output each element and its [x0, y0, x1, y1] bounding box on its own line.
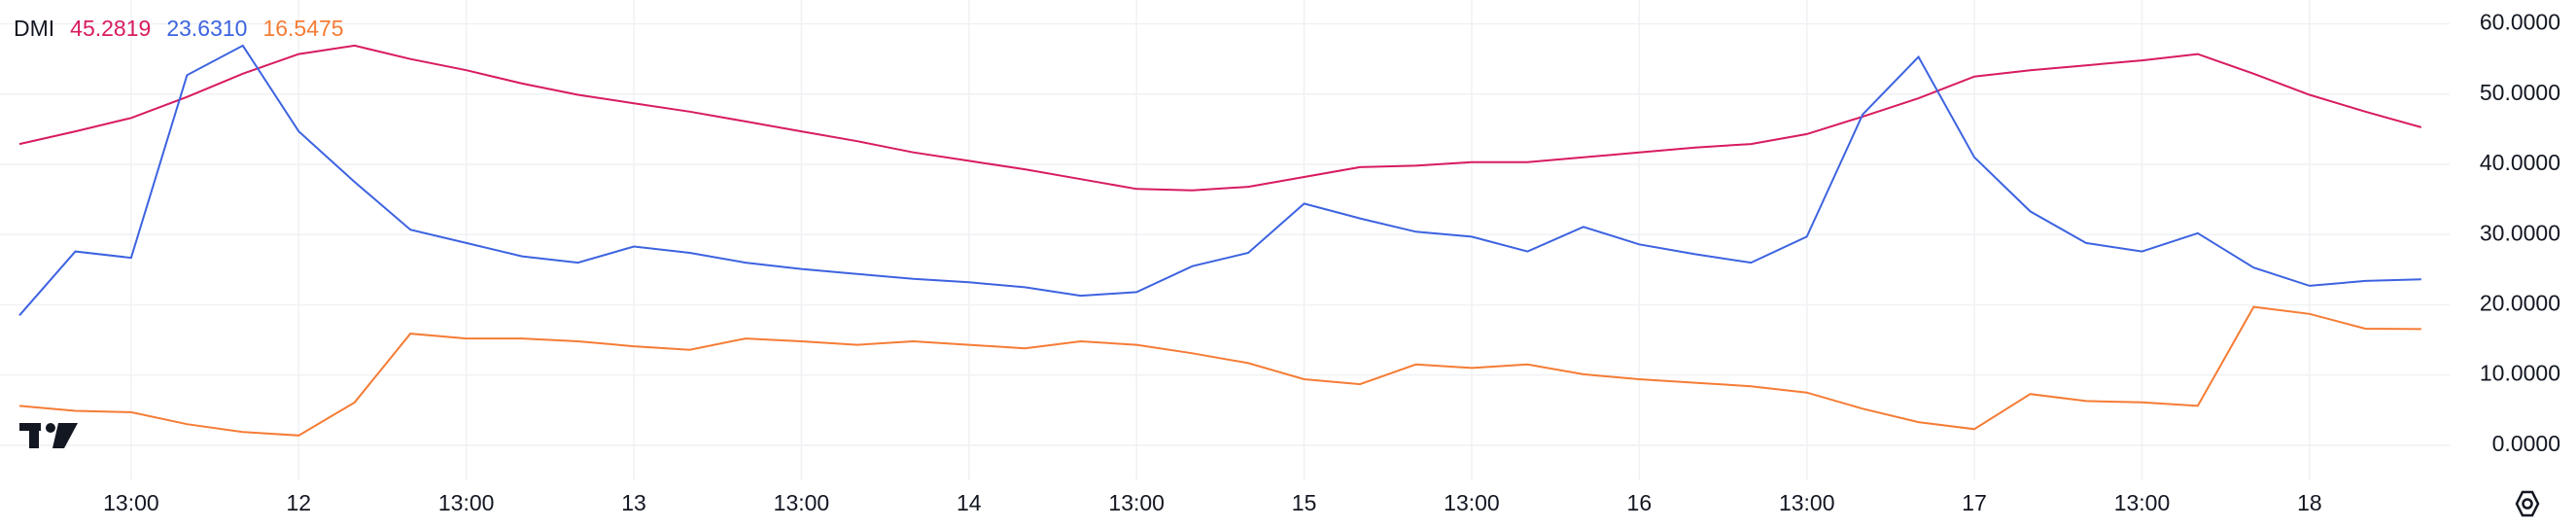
y-tick-label: 10.0000 [2480, 361, 2560, 386]
settings-dot[interactable] [2522, 498, 2533, 510]
x-tick-label: 17 [1962, 490, 1987, 515]
y-tick-label: 0.0000 [2492, 431, 2560, 456]
settings-hex[interactable] [2515, 490, 2540, 517]
logo-part [29, 423, 39, 448]
x-tick-label: 13:00 [774, 490, 830, 515]
y-tick-label: 60.0000 [2480, 10, 2560, 35]
legend-value: 45.2819 [70, 16, 151, 41]
y-tick-label: 30.0000 [2480, 220, 2560, 245]
legend-title: DMI [14, 16, 54, 41]
logo-part [46, 423, 55, 433]
lines [18, 44, 2422, 437]
tradingview-logo [19, 423, 78, 448]
x-tick-label: 16 [1627, 490, 1653, 515]
x-tick-label: 12 [287, 490, 312, 515]
legend-value: 16.5475 [262, 16, 343, 41]
x-tick-label: 14 [957, 490, 982, 515]
x-tick-label: 13:00 [103, 490, 159, 515]
series-line [18, 305, 2421, 437]
y-tick-label: 20.0000 [2480, 291, 2560, 316]
x-tick-label: 18 [2297, 490, 2322, 515]
y-tick-label: 50.0000 [2480, 80, 2560, 105]
x-tick-label: 13:00 [1779, 490, 1835, 515]
x-tick-label: 13:00 [1444, 490, 1500, 515]
settings-icon[interactable] [2515, 490, 2540, 517]
grid [0, 0, 2450, 480]
x-tick-label: 13:00 [2114, 490, 2171, 515]
series-line [18, 44, 2422, 192]
x-tick-label: 15 [1292, 490, 1317, 515]
legend-value: 23.6310 [166, 16, 247, 41]
y-tick-label: 40.0000 [2480, 150, 2560, 175]
x-tick-label: 13:00 [1108, 490, 1165, 515]
logo-part [52, 423, 78, 448]
legend: DMI 45.2819 23.6310 16.5475 [14, 16, 344, 41]
series-line [18, 44, 2421, 316]
x-tick-label: 13 [621, 490, 646, 515]
labels: 0.0000 10.0000 20.0000 30.0000 40.0000 50.000… [103, 10, 2560, 515]
x-tick-label: 13:00 [438, 490, 495, 515]
